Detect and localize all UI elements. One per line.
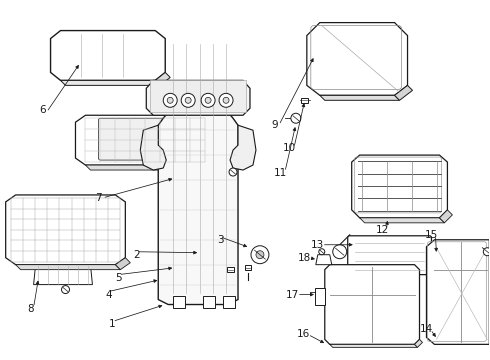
- Circle shape: [333, 245, 347, 259]
- Polygon shape: [325, 265, 419, 345]
- Text: 16: 16: [297, 329, 311, 339]
- Polygon shape: [352, 155, 447, 218]
- Polygon shape: [115, 258, 130, 270]
- Polygon shape: [426, 240, 490, 345]
- Circle shape: [251, 246, 269, 264]
- Text: 3: 3: [217, 235, 223, 245]
- Polygon shape: [34, 265, 93, 285]
- Text: 6: 6: [39, 105, 46, 115]
- Polygon shape: [203, 296, 215, 307]
- Text: 13: 13: [311, 240, 324, 250]
- Polygon shape: [158, 108, 238, 305]
- Polygon shape: [75, 115, 215, 165]
- Circle shape: [223, 97, 229, 103]
- Polygon shape: [155, 72, 170, 85]
- Circle shape: [229, 168, 237, 176]
- Circle shape: [201, 93, 215, 107]
- Polygon shape: [223, 296, 235, 307]
- Polygon shape: [85, 165, 210, 170]
- Polygon shape: [320, 95, 399, 100]
- Circle shape: [185, 97, 191, 103]
- Text: 1: 1: [109, 319, 116, 329]
- Circle shape: [319, 249, 325, 255]
- Polygon shape: [307, 23, 408, 95]
- Text: 15: 15: [425, 230, 438, 240]
- Polygon shape: [360, 218, 444, 223]
- Circle shape: [291, 113, 301, 123]
- Polygon shape: [394, 85, 413, 100]
- Bar: [245, 265, 251, 270]
- Circle shape: [181, 93, 195, 107]
- Polygon shape: [315, 288, 325, 305]
- Polygon shape: [50, 31, 165, 80]
- Circle shape: [62, 285, 70, 293]
- Polygon shape: [61, 80, 160, 85]
- Text: 18: 18: [298, 253, 312, 263]
- Polygon shape: [150, 80, 246, 112]
- Polygon shape: [205, 158, 220, 170]
- Text: 17: 17: [286, 289, 299, 300]
- Text: 10: 10: [283, 143, 296, 153]
- Text: 5: 5: [115, 273, 122, 283]
- Circle shape: [219, 93, 233, 107]
- Text: 12: 12: [376, 225, 389, 235]
- Polygon shape: [173, 296, 185, 307]
- Circle shape: [163, 93, 177, 107]
- Bar: [301, 98, 308, 103]
- Polygon shape: [230, 125, 256, 170]
- Text: 2: 2: [133, 250, 140, 260]
- Circle shape: [256, 251, 264, 259]
- Circle shape: [483, 248, 490, 256]
- Polygon shape: [6, 195, 125, 265]
- Polygon shape: [316, 255, 332, 265]
- Bar: [226, 267, 234, 272]
- Text: 14: 14: [420, 324, 433, 334]
- Polygon shape: [147, 80, 250, 115]
- Text: 8: 8: [27, 305, 34, 315]
- Circle shape: [205, 97, 211, 103]
- Circle shape: [167, 97, 173, 103]
- Text: 4: 4: [105, 289, 112, 300]
- Polygon shape: [330, 345, 417, 347]
- Text: 11: 11: [274, 168, 288, 178]
- Polygon shape: [415, 339, 422, 347]
- FancyBboxPatch shape: [348, 236, 432, 275]
- Text: 7: 7: [95, 193, 102, 203]
- Polygon shape: [440, 210, 452, 223]
- FancyBboxPatch shape: [98, 118, 192, 160]
- Text: 9: 9: [271, 120, 278, 130]
- Polygon shape: [140, 125, 166, 170]
- Polygon shape: [16, 265, 121, 270]
